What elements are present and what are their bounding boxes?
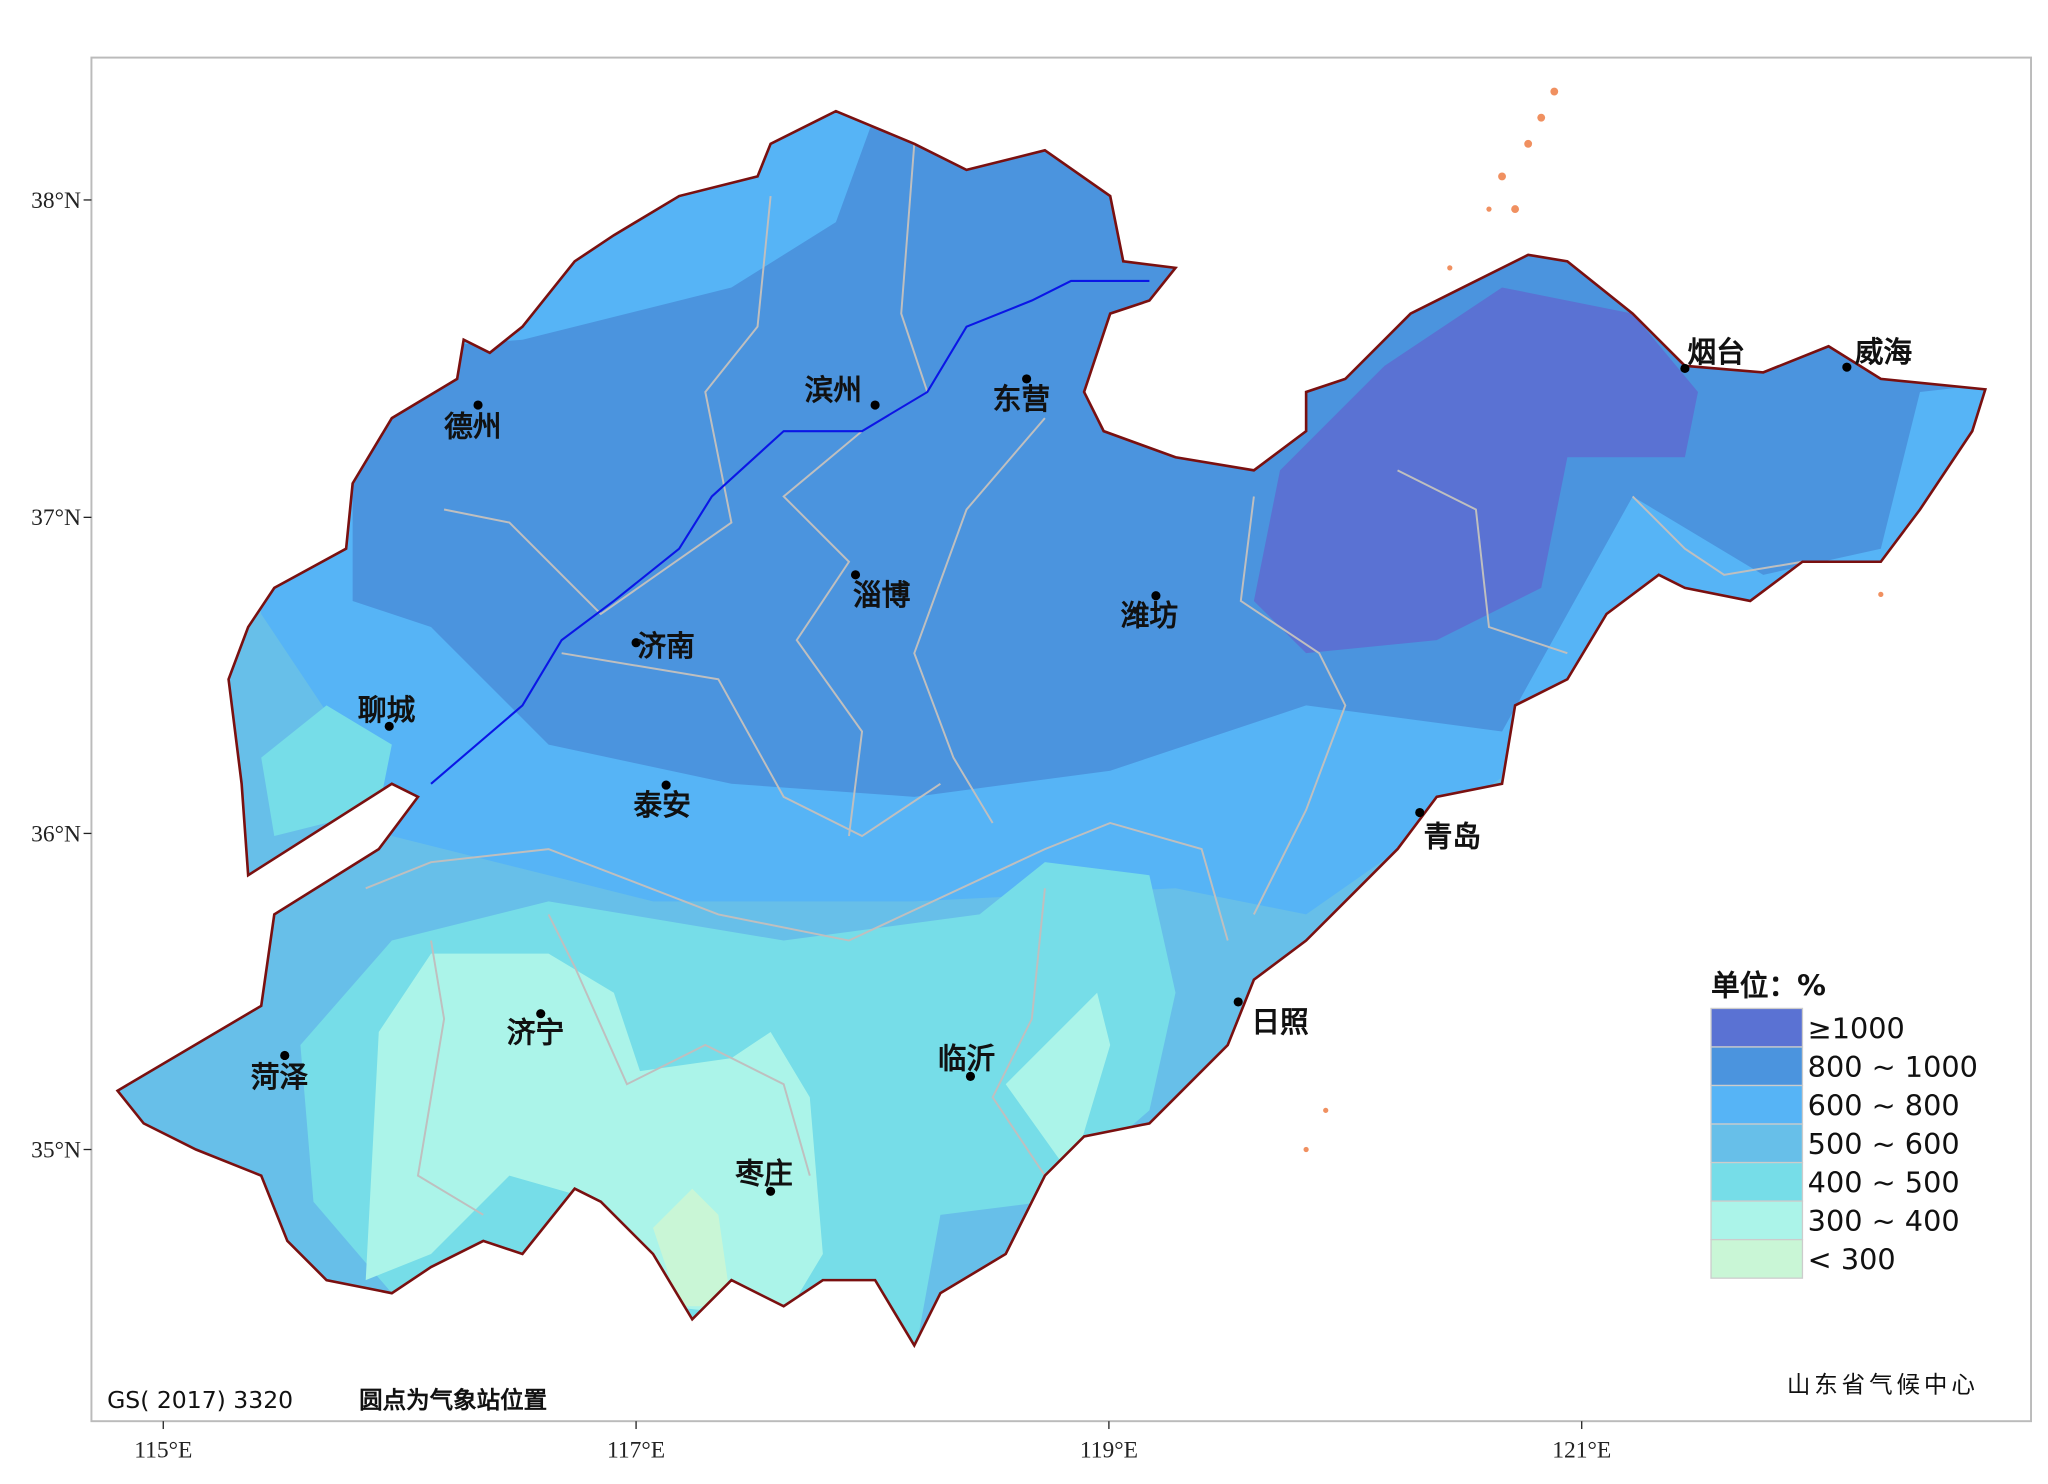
city-label: 德州 (444, 409, 501, 443)
footnote: 圆点为气象站位置 (359, 1386, 547, 1414)
city-label: 枣庄 (734, 1156, 792, 1190)
station-dot (870, 400, 880, 410)
legend-swatch (1710, 1123, 1804, 1164)
station-dot (280, 1050, 290, 1061)
station-dot (965, 1071, 976, 1081)
city-label: 滨州 (805, 373, 862, 407)
legend-label: 600 ~ 800 (1808, 1089, 1960, 1123)
city-label: 聊城 (358, 693, 416, 727)
station-dot (1022, 374, 1032, 384)
city-label: 菏泽 (251, 1060, 309, 1094)
lat-tick-label: 37°N (31, 505, 81, 531)
station-dot (1415, 807, 1425, 818)
station-dot (1680, 363, 1690, 374)
city-boundaries (365, 143, 1803, 1216)
legend-swatch (1710, 1238, 1804, 1279)
city-label: 泰安 (632, 788, 690, 822)
legend-label: 500 ~ 600 (1808, 1127, 1960, 1161)
city-label: 潍坊 (1121, 599, 1179, 633)
legend-label: ≥1000 (1808, 1011, 1905, 1045)
lon-tick-label: 119°E (1080, 1438, 1138, 1464)
map-code: GS( 2017) 3320 (107, 1386, 293, 1414)
lat-tick-label: 35°N (31, 1137, 81, 1163)
city-label: 日照 (1251, 1005, 1309, 1039)
city-label: 济南 (637, 629, 694, 663)
legend-title: 单位：% (1711, 968, 1826, 1002)
station-dot (536, 1009, 546, 1019)
zone (365, 953, 1111, 1320)
legend-swatch (1710, 1084, 1804, 1125)
city-label: 济宁 (507, 1015, 564, 1049)
station-dot (384, 721, 394, 731)
zone (1253, 287, 1698, 654)
city-label: 临沂 (938, 1042, 995, 1076)
legend-label: 300 ~ 400 (1808, 1204, 1960, 1238)
zone (653, 1188, 732, 1307)
station-dot (766, 1186, 776, 1196)
lat-tick-label: 36°N (31, 821, 81, 847)
city-label: 东营 (993, 382, 1050, 416)
station-dot (1842, 362, 1852, 372)
station-dot (631, 638, 641, 648)
station-dot (850, 570, 861, 580)
legend-label: 400 ~ 500 (1808, 1166, 1960, 1200)
station-dot (661, 780, 671, 790)
station-dot (473, 400, 483, 410)
legend-swatch (1710, 1200, 1804, 1241)
lon-tick-label: 115°E (134, 1438, 192, 1464)
city-label: 威海 (1855, 335, 1913, 369)
lon-tick-label: 121°E (1552, 1438, 1611, 1464)
legend-swatch (1710, 1046, 1804, 1087)
station-dot (1233, 997, 1243, 1007)
legend-label: 800 ~ 1000 (1808, 1050, 1978, 1084)
lat-tick-label: 38°N (31, 188, 81, 214)
yellow-river (430, 279, 1150, 785)
city-label: 淄博 (853, 578, 911, 612)
city-label: 烟台 (1688, 335, 1745, 369)
legend-swatch (1710, 1007, 1804, 1048)
city-label: 青岛 (1424, 819, 1481, 853)
legend-label: < 300 (1808, 1243, 1896, 1277)
lon-tick-label: 117°E (607, 1438, 665, 1464)
islands (1303, 87, 1884, 1153)
legend-swatch (1710, 1161, 1804, 1202)
station-dot (1151, 591, 1161, 601)
source: 山东省气候中心 (1787, 1370, 1979, 1398)
